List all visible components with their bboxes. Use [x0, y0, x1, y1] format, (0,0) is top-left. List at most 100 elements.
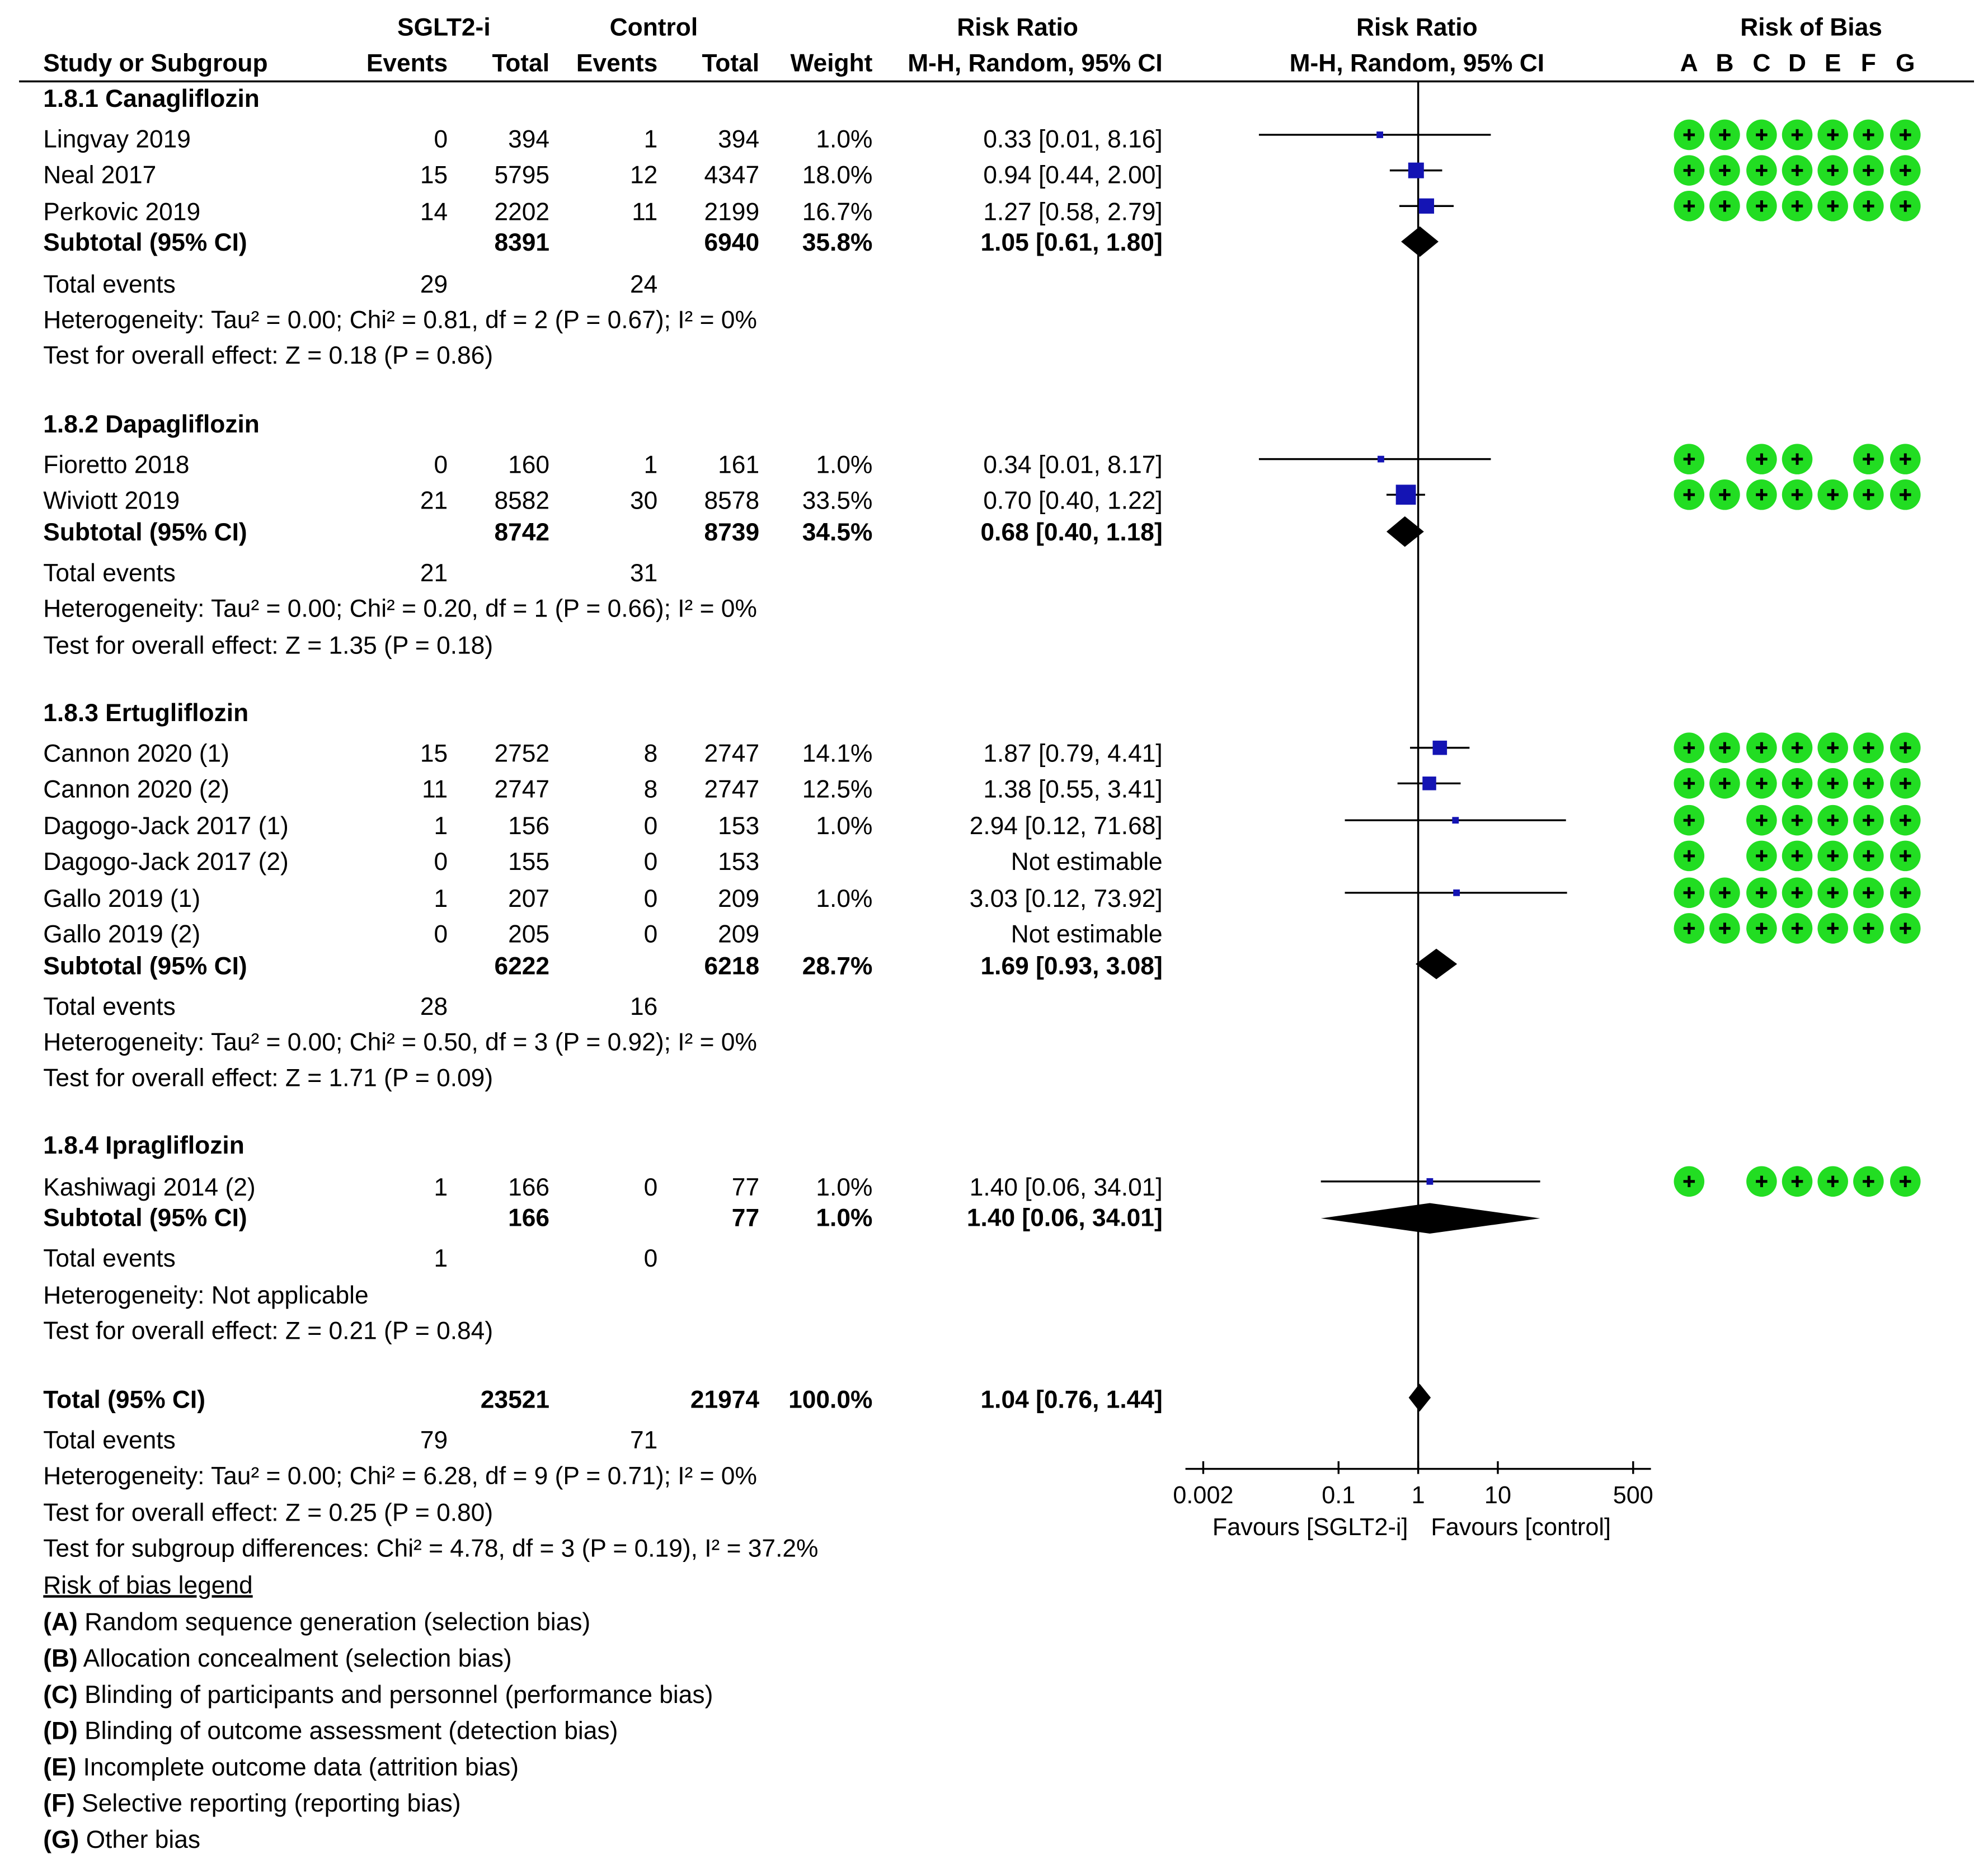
total1-cell: 156: [508, 812, 549, 840]
total1-cell: 2747: [494, 775, 549, 803]
heterogeneity-text: Heterogeneity: Tau² = 0.00; Chi² = 0.81,…: [43, 306, 757, 333]
total1-cell: 207: [508, 885, 549, 912]
total2-cell: 8578: [704, 487, 760, 514]
total2-cell: 394: [718, 126, 759, 153]
study-row: Wiviott 2019 21 8582 30 8578 33.5% 0.70 …: [43, 487, 1162, 514]
total-events1: 79: [420, 1427, 448, 1454]
subtotal-total1: 8742: [494, 519, 549, 546]
rob-letter: B: [1716, 49, 1733, 77]
heterogeneity-text: Heterogeneity: Tau² = 0.00; Chi² = 0.50,…: [43, 1029, 757, 1056]
events2-cell: 0: [644, 848, 658, 876]
weight-header: Weight: [791, 49, 873, 77]
total-events1: 28: [420, 993, 448, 1020]
rr-ci-cell: 1.87 [0.79, 4.41]: [983, 740, 1162, 768]
total2-cell: 2199: [704, 198, 760, 225]
rob-letter: A: [1680, 49, 1698, 77]
subtotal-ci: 1.05 [0.61, 1.80]: [981, 229, 1163, 256]
legend-item: (F) Selective reporting (reporting bias): [43, 1790, 460, 1817]
rob-letter: C: [1752, 49, 1770, 77]
study-marker: [1408, 162, 1424, 178]
events2-cell: 1: [644, 451, 658, 479]
total-events1: 1: [434, 1245, 448, 1272]
subtotal-ci: 1.69 [0.93, 3.08]: [981, 952, 1163, 980]
events1-cell: 11: [422, 775, 448, 803]
legend-item: (C) Blinding of participants and personn…: [43, 1681, 713, 1709]
weight-cell: 1.0%: [816, 451, 872, 479]
events1-cell: 0: [434, 848, 448, 876]
rr-header: Risk Ratio: [957, 14, 1078, 41]
study-marker: [1452, 817, 1459, 824]
events2-cell: 30: [630, 487, 657, 514]
weight-cell: 16.7%: [802, 198, 873, 225]
study-name: Dagogo-Jack 2017 (2): [43, 848, 288, 876]
total-events-row: Total events 28 16: [43, 993, 657, 1020]
study-marker: [1395, 484, 1416, 505]
rob-letter: D: [1788, 49, 1806, 77]
study-name: Cannon 2020 (1): [43, 740, 229, 768]
study-row: Gallo 2019 (2) 0 205 0 209 Not estimable: [43, 920, 1162, 948]
study-row: Dagogo-Jack 2017 (1) 1 156 0 153 1.0% 2.…: [43, 812, 1162, 840]
events2-cell: 12: [630, 161, 657, 189]
rr-ci-cell: 1.38 [0.55, 3.41]: [983, 775, 1162, 803]
events1-cell: 1: [434, 1174, 448, 1201]
events2-cell: 0: [644, 812, 658, 840]
total-events-label: Total events: [43, 1245, 175, 1272]
overall-effect-text: Test for overall effect: Z = 1.35 (P = 0…: [43, 632, 493, 659]
total2-cell: 4347: [704, 161, 760, 189]
total1-cell: 2202: [494, 198, 549, 225]
total1-cell: 8582: [494, 487, 549, 514]
forest-plot-area: 0.002 0.1 1 10 500 Favours [SGLT2-i] Favours […: [1173, 81, 1653, 1541]
total1-cell: 5795: [494, 161, 549, 189]
overall-diamond: [1408, 1384, 1431, 1412]
total-events-row: Total events 79 71: [43, 1427, 657, 1454]
total-events2: 24: [630, 271, 657, 298]
study-marker: [1426, 1178, 1434, 1185]
subtotal-label: Subtotal (95% CI): [43, 1204, 247, 1231]
legend-title: Risk of bias legend: [43, 1571, 252, 1599]
total2-header: Total: [702, 49, 760, 77]
weight-cell: 12.5%: [802, 775, 873, 803]
subtotal-total1: 8391: [494, 229, 549, 256]
study-marker: [1432, 740, 1447, 755]
plot-header: Risk Ratio: [1356, 14, 1478, 41]
total-events2: 16: [630, 993, 657, 1020]
risk-of-bias-grid: [1674, 119, 1921, 1197]
study-row: Perkovic 2019 14 2202 11 2199 16.7% 1.27…: [43, 198, 1162, 225]
events2-cell: 0: [644, 1174, 658, 1201]
events1-cell: 21: [420, 487, 448, 514]
weight-cell: 1.0%: [816, 126, 872, 153]
study-name: Fioretto 2018: [43, 451, 189, 479]
weight-cell: 18.0%: [802, 161, 873, 189]
total1-header: Total: [492, 49, 549, 77]
total2-cell: 153: [718, 812, 759, 840]
study-row: Fioretto 2018 0 160 1 161 1.0% 0.34 [0.0…: [43, 451, 1162, 479]
subtotal-row: Subtotal (95% CI) 8391 6940 35.8% 1.05 […: [43, 229, 1162, 256]
x-tick-label: 0.1: [1322, 1482, 1355, 1509]
subgroup-title: 1.8.3 Ertugliflozin: [43, 699, 248, 727]
favours-left-label: Favours [SGLT2-i]: [1212, 1514, 1408, 1541]
overall-total1: 23521: [481, 1386, 549, 1413]
total-events-label: Total events: [43, 993, 175, 1020]
subtotal-label: Subtotal (95% CI): [43, 519, 247, 546]
overall-total2: 21974: [690, 1386, 760, 1413]
legend-item: (A) Random sequence generation (selectio…: [43, 1608, 590, 1636]
study-name: Perkovic 2019: [43, 198, 200, 225]
weight-cell: 33.5%: [802, 487, 873, 514]
rr-ci-cell: 0.33 [0.01, 8.16]: [983, 126, 1162, 153]
subtotal-weight: 1.0%: [816, 1204, 872, 1231]
study-name: Gallo 2019 (2): [43, 920, 200, 948]
total2-cell: 161: [718, 451, 759, 479]
study-column-header: Study or Subgroup: [43, 49, 267, 77]
total-events-label: Total events: [43, 559, 175, 587]
events2-cell: 1: [644, 126, 658, 153]
x-tick-label: 10: [1484, 1482, 1511, 1509]
rr-ci-cell: 1.27 [0.58, 2.79]: [983, 198, 1162, 225]
subtotal-weight: 35.8%: [802, 229, 873, 256]
rr-ci-cell: 0.70 [0.40, 1.22]: [983, 487, 1162, 514]
study-marker: [1378, 455, 1384, 463]
study-row: Neal 2017 15 5795 12 4347 18.0% 0.94 [0.…: [43, 161, 1162, 189]
x-tick-label: 0.002: [1173, 1482, 1233, 1509]
subtotal-diamond: [1416, 948, 1458, 980]
